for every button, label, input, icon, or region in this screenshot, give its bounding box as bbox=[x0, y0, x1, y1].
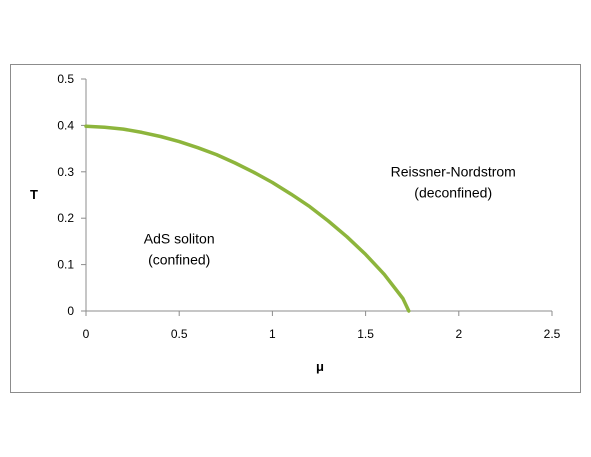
annotations: Reissner-Nordstrom (deconfined) AdS solito… bbox=[144, 163, 516, 267]
annotation-line: Reissner-Nordstrom bbox=[391, 163, 516, 179]
x-tick-label: 1 bbox=[269, 327, 276, 341]
x-tick-label: 1.5 bbox=[357, 327, 374, 341]
x-tick-label: 0.5 bbox=[171, 327, 188, 341]
x-tick-label: 2.5 bbox=[544, 327, 561, 341]
y-tick-label: 0.5 bbox=[57, 72, 74, 86]
tick-labels: 0 0.1 0.2 0.3 0.4 0.5 0 0.5 1 1.5 2 2.5 bbox=[57, 72, 560, 341]
x-tick-label: 0 bbox=[83, 327, 90, 341]
y-tick-label: 0.3 bbox=[57, 165, 74, 179]
phase-boundary-line bbox=[84, 124, 411, 313]
region-annotation: Reissner-Nordstrom (deconfined) bbox=[391, 163, 516, 200]
x-tick-label: 2 bbox=[455, 327, 462, 341]
y-axis-title: T bbox=[30, 187, 38, 202]
y-tick-label: 0.4 bbox=[57, 118, 74, 132]
region-annotation: AdS soliton (confined) bbox=[144, 231, 215, 268]
y-tick-label: 0.1 bbox=[57, 258, 74, 272]
annotation-line: (deconfined) bbox=[414, 184, 492, 200]
x-axis-title: μ bbox=[316, 359, 324, 374]
y-tick-label: 0 bbox=[67, 304, 74, 318]
axes bbox=[81, 78, 553, 316]
annotation-line: (confined) bbox=[148, 252, 210, 268]
chart-frame bbox=[10, 64, 581, 393]
y-tick-label: 0.2 bbox=[57, 211, 74, 225]
annotation-line: AdS soliton bbox=[144, 231, 215, 247]
